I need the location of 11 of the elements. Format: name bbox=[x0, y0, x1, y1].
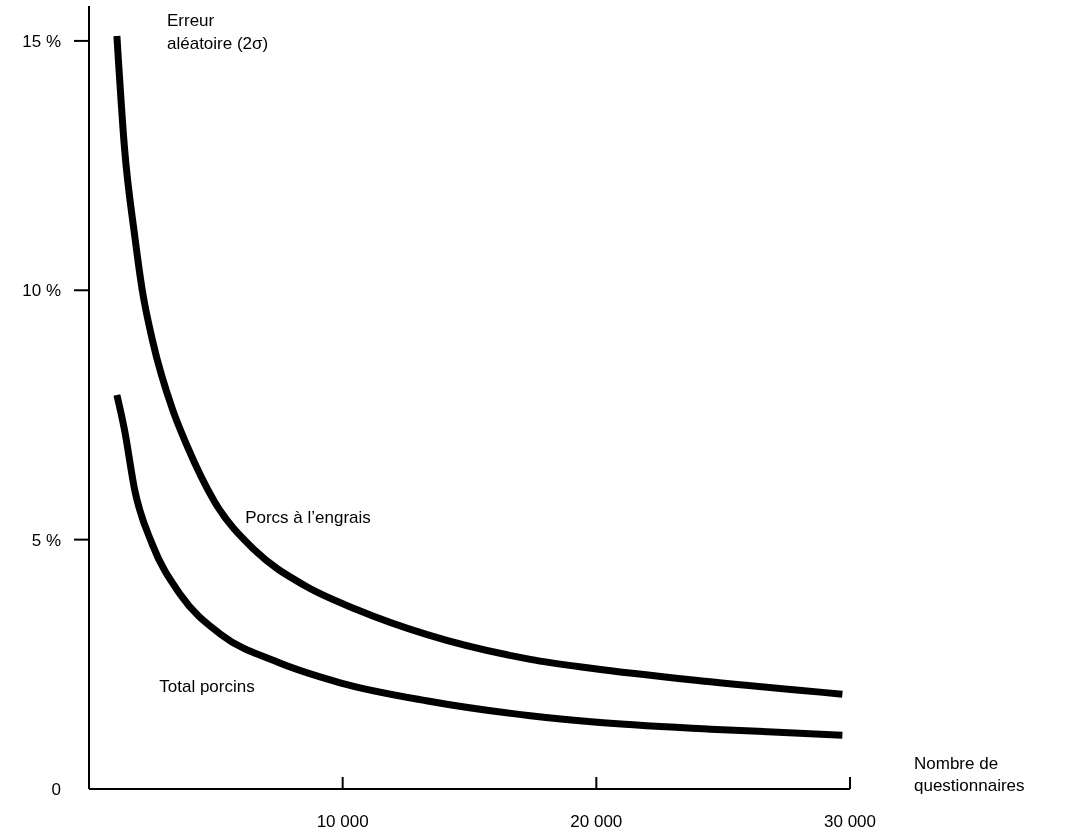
y-tick-label: 0 bbox=[51, 779, 61, 799]
series-label: Total porcins bbox=[159, 676, 255, 696]
y-axis-title: Erreur aléatoire (2σ) bbox=[167, 11, 269, 53]
y-tick-label: 15 % bbox=[22, 31, 61, 51]
y-tick-label: 5 % bbox=[31, 530, 61, 550]
x-tick-label: 20 000 bbox=[570, 812, 623, 831]
x-tick-label: 30 000 bbox=[824, 812, 876, 831]
x-axis-title: Nombre de questionnaires bbox=[914, 754, 1025, 796]
series-label: Porcs à l’engrais bbox=[245, 507, 371, 527]
y-tick-label: 10 % bbox=[22, 281, 61, 301]
x-tick-label: 10 000 bbox=[316, 812, 369, 831]
